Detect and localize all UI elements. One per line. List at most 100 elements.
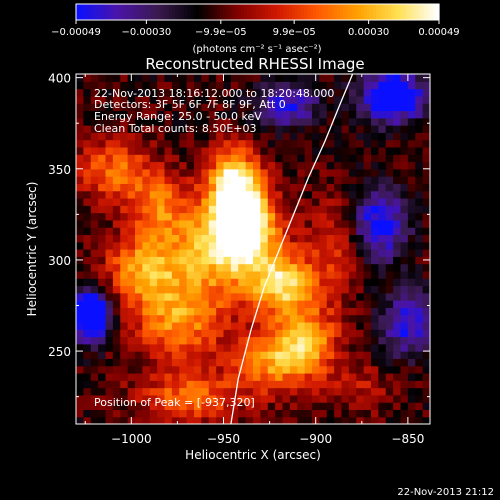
heatmap-cell (90, 402, 99, 411)
heatmap-cell (98, 88, 107, 97)
heatmap-cell (201, 117, 210, 126)
colorbar-cell (106, 4, 110, 20)
heatmap-cell (120, 103, 129, 112)
heatmap-cell (385, 249, 394, 257)
heatmap-cell (142, 161, 151, 170)
heatmap-cell (289, 234, 298, 243)
heatmap-cell (112, 234, 121, 243)
colorbar-cell (253, 4, 257, 20)
heatmap-cell (260, 154, 269, 163)
heatmap-cell (312, 314, 320, 323)
heatmap-cell (216, 81, 225, 90)
heatmap-cell (289, 197, 298, 206)
heatmap-cell (378, 394, 387, 403)
heatmap-cell (245, 190, 254, 199)
heatmap-cell (127, 146, 136, 155)
heatmap-cell (326, 110, 335, 119)
heatmap-cell (422, 132, 430, 141)
heatmap-cell (378, 343, 387, 352)
heatmap-cell (297, 329, 306, 338)
heatmap-cell (142, 117, 151, 126)
heatmap-cell (260, 227, 269, 236)
heatmap-cell (282, 351, 291, 359)
heatmap-cell (238, 241, 247, 250)
heatmap-cell (326, 394, 335, 403)
heatmap-cell (407, 132, 416, 141)
heatmap-cell (230, 256, 239, 265)
heatmap-cell (164, 227, 173, 236)
heatmap-cell (127, 372, 136, 381)
heatmap-cell (216, 249, 225, 257)
heatmap-cell (378, 219, 387, 228)
heatmap-cell (171, 95, 180, 104)
heatmap-cell (348, 241, 357, 250)
heatmap-cell (356, 241, 365, 250)
heatmap-cell (230, 278, 239, 287)
heatmap-cell (326, 227, 335, 236)
heatmap-cell (253, 234, 261, 243)
heatmap-cell (230, 74, 239, 82)
heatmap-cell (83, 241, 92, 250)
heatmap-cell (267, 168, 276, 177)
heatmap-cell (356, 103, 365, 112)
heatmap-cell (194, 74, 202, 82)
heatmap-cell (149, 263, 158, 272)
heatmap-cell (297, 263, 306, 272)
heatmap-cell (275, 372, 284, 381)
heatmap-cell (289, 81, 298, 90)
heatmap-cell (179, 307, 188, 316)
heatmap-cell (356, 351, 365, 359)
heatmap-cell (415, 219, 424, 228)
heatmap-cell (216, 117, 225, 126)
heatmap-cell (312, 358, 320, 367)
heatmap-cell (260, 74, 269, 82)
heatmap-cell (275, 197, 284, 206)
heatmap-cell (334, 125, 343, 133)
heatmap-cell (275, 409, 284, 418)
heatmap-cell (223, 351, 232, 359)
heatmap-cell (371, 154, 379, 163)
heatmap-cell (282, 394, 291, 403)
heatmap-cell (334, 372, 343, 381)
heatmap-cell (407, 183, 416, 192)
heatmap-cell (98, 205, 107, 214)
heatmap-cell (120, 205, 129, 214)
heatmap-cell (341, 270, 350, 279)
heatmap-cell (304, 88, 313, 97)
heatmap-cell (334, 212, 343, 221)
heatmap-cell (135, 314, 143, 323)
heatmap-cell (400, 81, 409, 90)
heatmap-cell (385, 365, 394, 374)
heatmap-cell (378, 139, 387, 148)
heatmap-cell (208, 365, 217, 374)
heatmap-cell (267, 103, 276, 112)
heatmap-cell (149, 292, 158, 301)
heatmap-cell (378, 132, 387, 141)
heatmap-cell (282, 336, 291, 345)
heatmap-cell (83, 205, 92, 214)
heatmap-cell (230, 227, 239, 236)
heatmap-cell (400, 103, 409, 112)
heatmap-cell (164, 285, 173, 294)
heatmap-cell (393, 190, 402, 199)
colorbar-cell (193, 4, 197, 20)
colorbar-cell (220, 4, 224, 20)
heatmap-cell (179, 387, 188, 396)
heatmap-cell (216, 183, 225, 192)
heatmap-cell (334, 270, 343, 279)
heatmap-cell (201, 168, 210, 177)
heatmap-cell (319, 212, 328, 221)
heatmap-cell (282, 278, 291, 287)
heatmap-cell (415, 387, 424, 396)
heatmap-cell (378, 146, 387, 155)
heatmap-cell (179, 416, 188, 424)
heatmap-cell (98, 234, 107, 243)
heatmap-cell (223, 402, 232, 411)
heatmap-cell (282, 314, 291, 323)
heatmap-cell (326, 402, 335, 411)
colorbar-cell (334, 4, 338, 20)
heatmap-cell (171, 249, 180, 257)
heatmap-cell (319, 95, 328, 104)
heatmap-cell (179, 292, 188, 301)
heatmap-cell (400, 394, 409, 403)
